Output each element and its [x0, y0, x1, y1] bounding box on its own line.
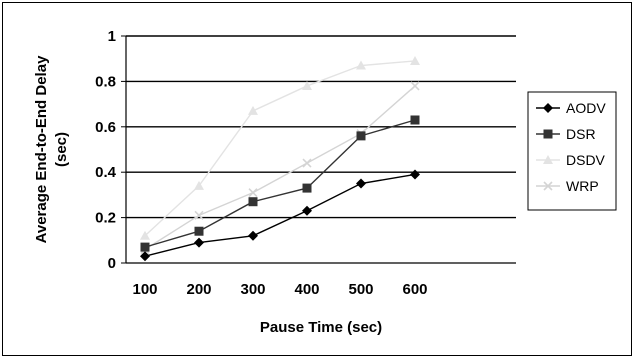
data-point-dsdv	[410, 55, 420, 65]
x-marker-stroke	[543, 181, 553, 191]
legend-box	[527, 91, 617, 211]
legend-marker-wrp	[543, 181, 553, 191]
data-point-dsr	[248, 197, 258, 207]
data-point-aodv	[140, 251, 150, 262]
legend-item-wrp: WRP	[536, 178, 599, 194]
x-tick-labels: 100 200 300 400 500 600	[132, 281, 427, 298]
x-tick-label: 600	[402, 281, 427, 298]
legend-marker-dsr	[543, 129, 553, 139]
y-tick-label: 0.8	[95, 73, 116, 90]
legend-items: AODV DSR DSDV WRP	[536, 100, 606, 194]
data-point-dsdv	[140, 230, 150, 240]
legend-label-dsr: DSR	[566, 126, 596, 142]
x-marker-stroke	[248, 188, 258, 198]
data-point-dsdv	[248, 105, 258, 115]
x-marker-stroke	[410, 81, 420, 91]
x-tick-label: 200	[186, 281, 211, 298]
y-axis-title-line-2: (sec)	[53, 132, 70, 167]
x-tick-label: 100	[132, 281, 157, 298]
series-line-wrp	[144, 85, 416, 250]
data-point-wrp	[302, 158, 312, 168]
series-line-aodv	[144, 173, 416, 257]
data-point-dsr	[194, 226, 204, 236]
data-point-dsr	[356, 131, 366, 141]
y-axis-title-line-1: Average End-to-End Delay	[33, 55, 50, 243]
x-axis-title: Pause Time (sec)	[260, 319, 382, 336]
data-point-aodv	[356, 178, 366, 189]
y-tick-label: 0.6	[95, 119, 116, 136]
gridlines	[121, 35, 516, 264]
data-point-dsdv	[302, 80, 312, 90]
series-lines	[144, 60, 416, 257]
data-point-dsdv	[194, 180, 204, 190]
y-tick-labels: 0 0.2 0.4 0.6 0.8 1	[95, 28, 117, 272]
legend-item-dsr: DSR	[536, 126, 596, 142]
data-point-wrp	[410, 81, 420, 91]
data-point-dsr	[410, 115, 420, 125]
data-point-dsr	[140, 242, 150, 252]
x-tick-label: 500	[348, 281, 373, 298]
legend-item-dsdv: DSDV	[536, 152, 606, 168]
x-marker-stroke	[302, 158, 312, 168]
data-point-aodv	[410, 169, 420, 180]
legend-label-aodv: AODV	[566, 100, 606, 116]
legend-label-wrp: WRP	[566, 178, 599, 194]
y-tick-label: 1	[108, 28, 116, 45]
data-point-aodv	[194, 237, 204, 248]
legend: AODV DSR DSDV WRP	[527, 91, 617, 211]
legend-marker-dsdv	[543, 155, 553, 164]
legend-item-aodv: AODV	[536, 100, 606, 116]
series-markers	[140, 55, 420, 262]
data-point-aodv	[248, 230, 258, 241]
legend-marker-aodv	[543, 103, 553, 113]
y-tick-label: 0	[108, 255, 116, 272]
series-line-dsdv	[144, 60, 416, 237]
data-point-wrp	[248, 188, 258, 198]
data-point-dsr	[302, 183, 312, 193]
x-tick-label: 300	[240, 281, 265, 298]
series-line-dsr	[144, 119, 416, 248]
legend-label-dsdv: DSDV	[566, 152, 606, 168]
data-point-dsdv	[356, 60, 366, 70]
y-tick-label: 0.2	[95, 210, 116, 227]
axes	[125, 36, 516, 264]
data-point-wrp	[194, 210, 204, 220]
x-tick-label: 400	[294, 281, 319, 298]
x-marker-stroke	[194, 210, 204, 220]
y-tick-label: 0.4	[95, 164, 117, 181]
data-point-aodv	[302, 205, 312, 216]
